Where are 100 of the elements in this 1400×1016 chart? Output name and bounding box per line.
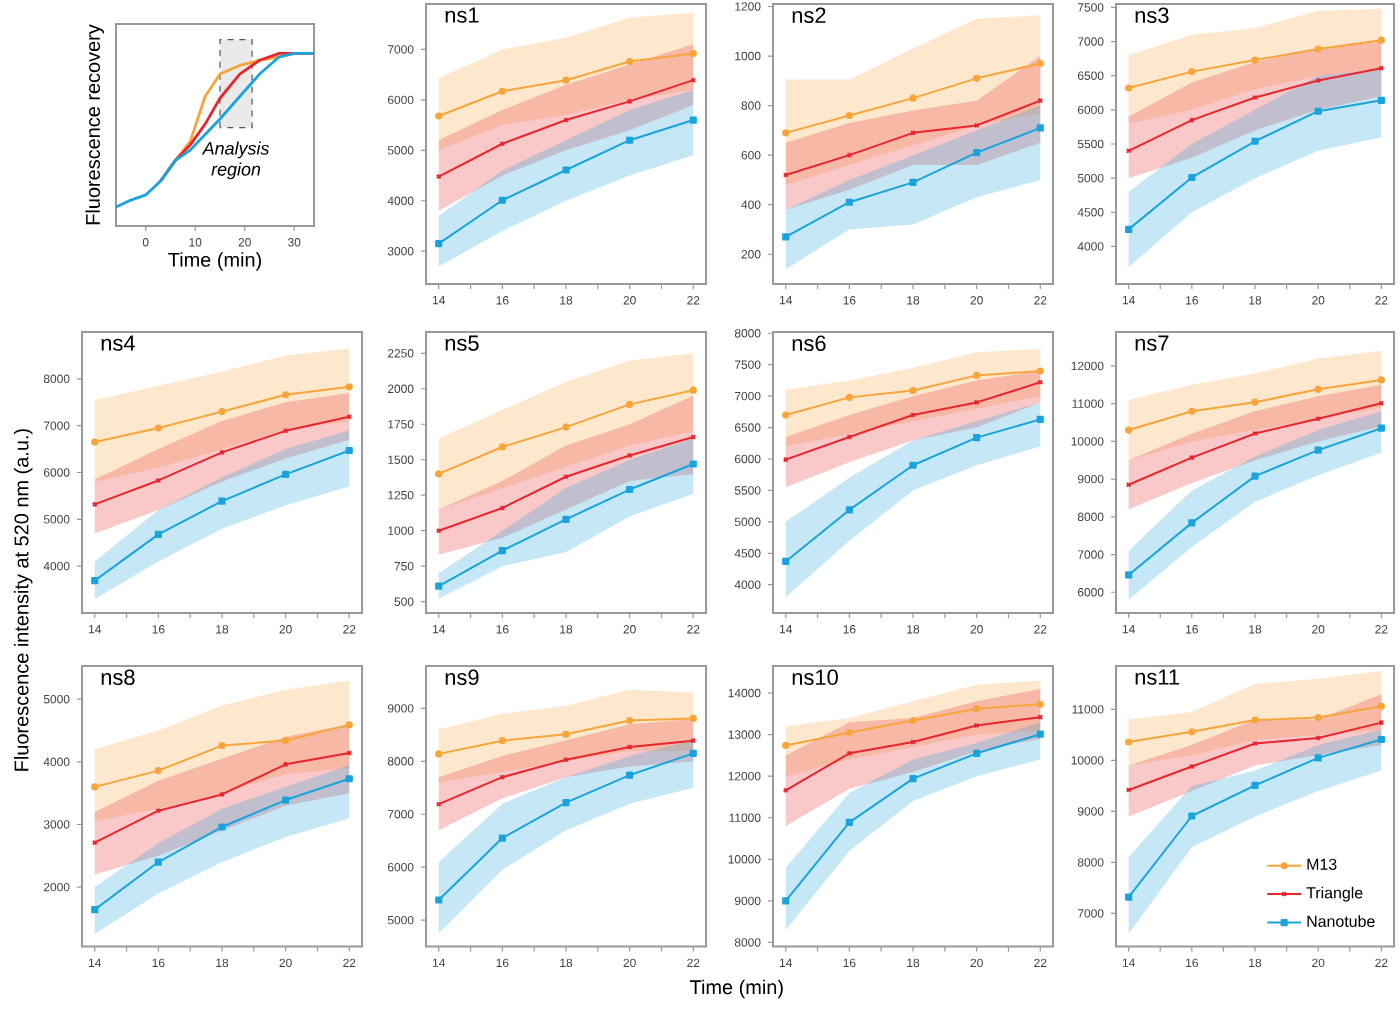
point — [154, 530, 162, 538]
point — [1036, 700, 1044, 708]
point — [435, 240, 443, 248]
chart-title: ns6 — [792, 335, 826, 352]
point — [282, 470, 290, 478]
point — [1188, 68, 1196, 76]
point — [498, 737, 506, 745]
point — [91, 577, 99, 585]
point — [1377, 424, 1385, 432]
point — [1251, 781, 1259, 789]
y-axis-title: Fluorescence recovery — [85, 24, 104, 225]
point — [498, 196, 506, 204]
point — [1125, 84, 1133, 92]
point — [782, 557, 790, 566]
point — [282, 736, 290, 745]
point — [91, 783, 99, 791]
chart-title: ns10 — [792, 669, 838, 686]
point — [1125, 893, 1133, 901]
point — [1188, 519, 1196, 527]
point — [154, 858, 162, 866]
point — [1314, 713, 1322, 722]
point — [498, 546, 506, 555]
point — [1125, 426, 1133, 434]
point — [626, 400, 634, 408]
point — [782, 741, 790, 749]
point — [498, 443, 506, 451]
point — [845, 728, 853, 737]
point — [909, 94, 917, 102]
point — [1188, 407, 1196, 415]
chart-title: ns5 — [445, 335, 479, 351]
point — [218, 823, 226, 831]
point — [973, 371, 981, 379]
point — [1251, 472, 1259, 480]
y-axis-title: Fluorescence intensity at 520 nm (a.u.) — [13, 429, 33, 771]
point — [218, 741, 226, 750]
point — [1036, 730, 1044, 738]
point — [562, 515, 570, 523]
point — [1377, 376, 1385, 384]
band-label: Analysis region — [201, 141, 270, 180]
point — [1251, 716, 1259, 724]
point — [1314, 45, 1322, 53]
chart-title: ns4 — [101, 335, 135, 351]
point — [626, 136, 634, 144]
point — [1036, 367, 1044, 375]
point — [435, 750, 443, 758]
point — [1188, 812, 1196, 820]
point — [562, 166, 570, 174]
point — [626, 716, 634, 725]
point — [973, 705, 981, 713]
point — [626, 57, 634, 66]
point — [782, 897, 790, 905]
point — [1377, 735, 1385, 744]
point — [1314, 754, 1322, 762]
point — [282, 796, 290, 804]
point — [1036, 124, 1044, 132]
point — [1251, 56, 1259, 64]
point — [562, 799, 570, 807]
point — [154, 767, 162, 775]
point — [845, 393, 853, 401]
point — [218, 497, 226, 505]
point — [626, 485, 634, 494]
point — [689, 714, 697, 723]
point — [345, 721, 353, 729]
point — [435, 582, 443, 590]
point — [435, 896, 443, 904]
point — [1314, 107, 1322, 115]
point — [909, 775, 917, 783]
point — [782, 129, 790, 137]
point — [689, 749, 697, 757]
point — [1377, 36, 1385, 44]
point — [1125, 738, 1133, 746]
point — [1125, 225, 1133, 233]
point — [345, 446, 353, 455]
point — [689, 386, 697, 394]
point — [973, 74, 981, 82]
point — [1314, 446, 1322, 454]
point — [498, 834, 506, 842]
point — [1377, 96, 1385, 104]
point — [435, 470, 443, 478]
point — [1377, 702, 1385, 710]
chart-title: ns2 — [792, 7, 826, 24]
point — [91, 906, 99, 914]
point — [562, 730, 570, 738]
point — [845, 506, 853, 514]
point — [1188, 728, 1196, 736]
point — [973, 749, 981, 757]
point — [845, 111, 853, 120]
point — [562, 76, 570, 84]
point — [845, 818, 853, 826]
point — [345, 775, 353, 783]
chart-title: ns11 — [1135, 669, 1180, 685]
point — [909, 716, 917, 725]
point — [689, 116, 697, 124]
point — [282, 391, 290, 399]
point — [435, 112, 443, 120]
point — [689, 460, 697, 468]
point — [782, 411, 790, 419]
chart-title: ns7 — [1135, 335, 1169, 351]
x-axis-title: Time (min) — [690, 979, 783, 999]
point — [909, 386, 917, 395]
